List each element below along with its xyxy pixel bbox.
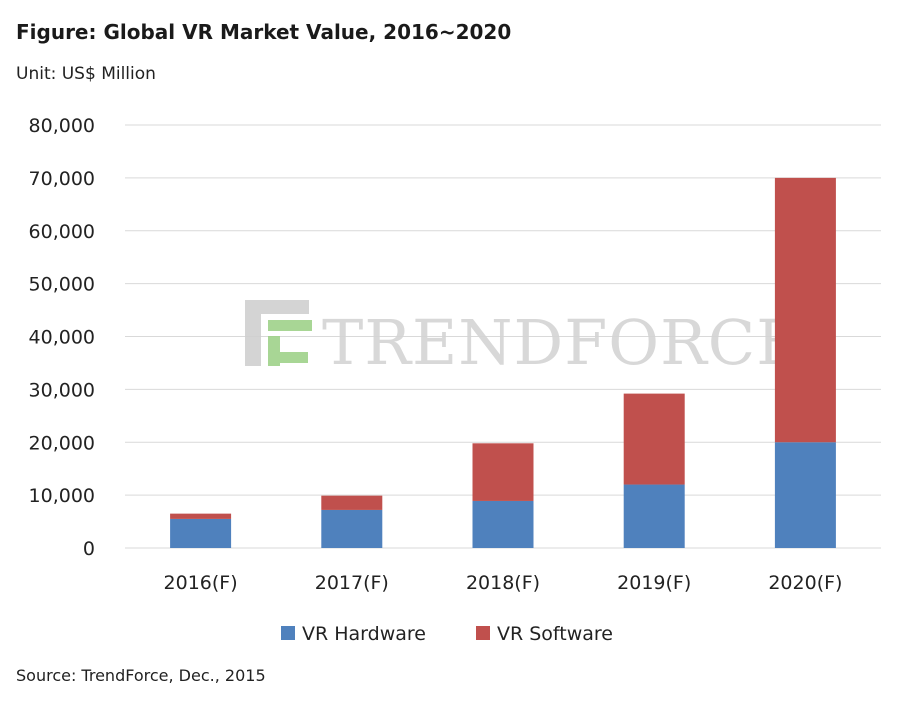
legend-item-software: VR Software (476, 623, 613, 645)
y-axis-ticks: 0 10,000 20,000 30,000 40,000 50,000 60,000 70,… (29, 115, 95, 560)
bar-software-1 (170, 513, 232, 519)
y-tick-label: 10,000 (29, 485, 95, 507)
legend-swatch-software (476, 626, 490, 640)
watermark-text: TRENDFORCE (322, 306, 802, 379)
bar-software-2 (321, 495, 383, 510)
chart-title: Figure: Global VR Market Value, 2016~202… (16, 20, 512, 44)
bars (170, 177, 836, 548)
x-tick-label: 2016(F) (164, 572, 238, 594)
source-note: Source: TrendForce, Dec., 2015 (16, 666, 266, 685)
y-tick-label: 0 (83, 538, 95, 560)
x-tick-label: 2018(F) (466, 572, 540, 594)
y-tick-label: 50,000 (29, 274, 95, 296)
bar-hardware-2 (321, 509, 383, 548)
y-tick-label: 60,000 (29, 221, 95, 243)
y-tick-label: 40,000 (29, 327, 95, 349)
legend-item-hardware: VR Hardware (281, 623, 426, 645)
bar-hardware-4 (623, 484, 685, 548)
bar-hardware-3 (472, 500, 534, 548)
bar-software-3 (472, 443, 534, 501)
stacked-bar-chart: TRENDFORCE 0 10,000 20,000 30,000 40,000 50,0… (29, 115, 881, 645)
trendforce-logo-icon (245, 300, 312, 366)
unit-label: Unit: US$ Million (16, 64, 156, 84)
legend-label-software: VR Software (497, 623, 613, 645)
y-tick-label: 70,000 (29, 168, 95, 190)
legend-label-hardware: VR Hardware (302, 623, 426, 645)
bar-hardware-1 (170, 518, 232, 548)
x-tick-label: 2017(F) (315, 572, 389, 594)
bar-software-5 (774, 177, 836, 443)
y-tick-label: 30,000 (29, 379, 95, 401)
x-axis-ticks: 2016(F) 2017(F) 2018(F) 2019(F) 2020(F) (164, 572, 843, 594)
y-tick-label: 20,000 (29, 432, 95, 454)
trendforce-watermark: TRENDFORCE (245, 300, 802, 379)
x-tick-label: 2020(F) (768, 572, 842, 594)
bar-software-4 (623, 393, 685, 485)
bar-hardware-5 (774, 442, 836, 548)
y-tick-label: 80,000 (29, 115, 95, 137)
legend: VR Hardware VR Software (281, 623, 613, 645)
legend-swatch-hardware (281, 626, 295, 640)
x-tick-label: 2019(F) (617, 572, 691, 594)
